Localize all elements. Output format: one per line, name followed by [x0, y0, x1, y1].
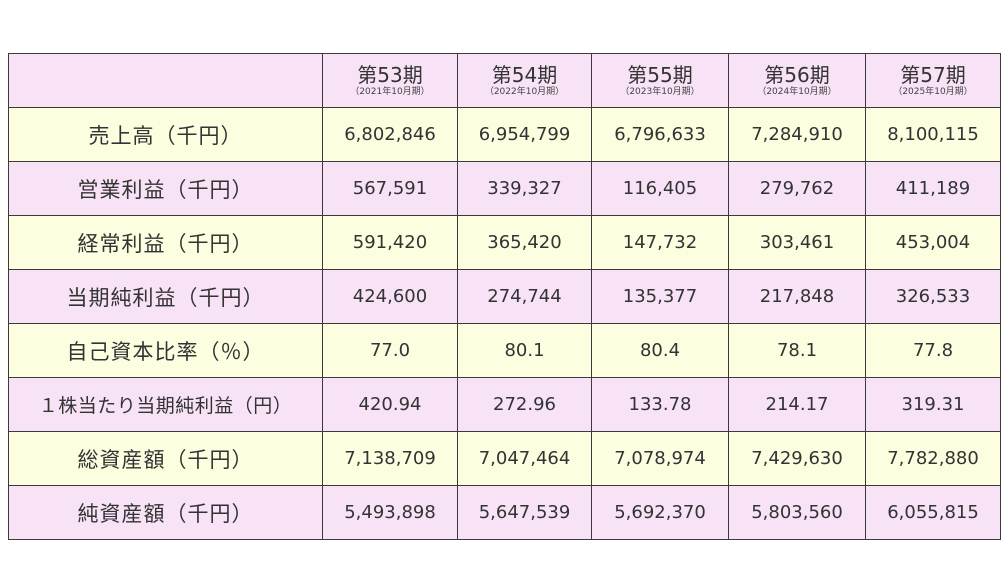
column-header: 第53期 （2021年10月期） — [322, 53, 458, 108]
table-cell: 80.4 — [591, 323, 729, 378]
table-cell: 135,377 — [591, 269, 729, 324]
column-header: 第56期 （2024年10月期） — [728, 53, 866, 108]
row-label: 経常利益（千円） — [8, 215, 323, 270]
table-cell: 7,782,880 — [865, 431, 1001, 486]
row-label: １株当たり当期純利益（円） — [8, 377, 323, 432]
table-cell: 567,591 — [322, 161, 458, 216]
column-header: 第57期 （2025年10月期） — [865, 53, 1001, 108]
table-cell: 147,732 — [591, 215, 729, 270]
table-cell: 420.94 — [322, 377, 458, 432]
period-date: （2023年10月期） — [620, 86, 700, 97]
table-cell: 5,803,560 — [728, 485, 866, 540]
table-cell: 5,647,539 — [457, 485, 592, 540]
table-cell: 217,848 — [728, 269, 866, 324]
period-label: 第54期 — [491, 62, 558, 87]
table-row-net-sales: 売上高（千円） 6,802,846 6,954,799 6,796,633 7,… — [8, 107, 1001, 162]
table-row-total-assets: 総資産額（千円） 7,138,709 7,047,464 7,078,974 7… — [8, 431, 1001, 486]
row-label: 売上高（千円） — [8, 107, 323, 162]
period-label: 第55期 — [627, 62, 693, 87]
table-cell: 591,420 — [322, 215, 458, 270]
table-row-ordinary-income: 経常利益（千円） 591,420 365,420 147,732 303,461… — [8, 215, 1001, 270]
table-cell: 7,138,709 — [322, 431, 458, 486]
table-cell: 6,802,846 — [322, 107, 458, 162]
table-cell: 6,055,815 — [865, 485, 1001, 540]
table-cell: 80.1 — [457, 323, 592, 378]
table-cell: 411,189 — [865, 161, 1001, 216]
row-label: 自己資本比率（％） — [8, 323, 323, 378]
period-label: 第53期 — [357, 62, 423, 87]
table-cell: 365,420 — [457, 215, 592, 270]
table-cell: 7,047,464 — [457, 431, 592, 486]
period-label: 第57期 — [900, 62, 966, 87]
table-row-eps: １株当たり当期純利益（円） 420.94 272.96 133.78 214.1… — [8, 377, 1001, 432]
table-row-net-income: 当期純利益（千円） 424,600 274,744 135,377 217,84… — [8, 269, 1001, 324]
table-cell: 272.96 — [457, 377, 592, 432]
table-cell: 77.0 — [322, 323, 458, 378]
table-row-net-assets: 純資産額（千円） 5,493,898 5,647,539 5,692,370 5… — [8, 485, 1001, 540]
table-cell: 133.78 — [591, 377, 729, 432]
table-cell: 274,744 — [457, 269, 592, 324]
table-cell: 5,692,370 — [591, 485, 729, 540]
table-cell: 339,327 — [457, 161, 592, 216]
table-cell: 6,954,799 — [457, 107, 592, 162]
period-date: （2024年10月期） — [757, 86, 837, 97]
table-row-equity-ratio: 自己資本比率（％） 77.0 80.1 80.4 78.1 77.8 — [8, 323, 1001, 378]
column-header: 第54期 （2022年10月期） — [457, 53, 592, 108]
table-cell: 7,429,630 — [728, 431, 866, 486]
table-cell: 424,600 — [322, 269, 458, 324]
table-cell: 116,405 — [591, 161, 729, 216]
header-corner-cell — [8, 53, 323, 108]
table-cell: 319.31 — [865, 377, 1001, 432]
table-cell: 7,078,974 — [591, 431, 729, 486]
period-label: 第56期 — [764, 62, 830, 87]
financial-table: 第53期 （2021年10月期） 第54期 （2022年10月期） 第55期 （… — [8, 53, 1001, 540]
row-label: 総資産額（千円） — [8, 431, 323, 486]
table-cell: 8,100,115 — [865, 107, 1001, 162]
table-cell: 279,762 — [728, 161, 866, 216]
row-label: 当期純利益（千円） — [8, 269, 323, 324]
table-cell: 326,533 — [865, 269, 1001, 324]
financial-summary: 第53期 （2021年10月期） 第54期 （2022年10月期） 第55期 （… — [8, 53, 1001, 540]
table-cell: 78.1 — [728, 323, 866, 378]
period-date: （2021年10月期） — [350, 86, 430, 97]
column-header: 第55期 （2023年10月期） — [591, 53, 729, 108]
table-cell: 5,493,898 — [322, 485, 458, 540]
period-date: （2025年10月期） — [893, 86, 973, 97]
row-label: 営業利益（千円） — [8, 161, 323, 216]
table-cell: 7,284,910 — [728, 107, 866, 162]
table-cell: 77.8 — [865, 323, 1001, 378]
row-label: 純資産額（千円） — [8, 485, 323, 540]
table-cell: 453,004 — [865, 215, 1001, 270]
table-cell: 303,461 — [728, 215, 866, 270]
table-row-operating-income: 営業利益（千円） 567,591 339,327 116,405 279,762… — [8, 161, 1001, 216]
header-row: 第53期 （2021年10月期） 第54期 （2022年10月期） 第55期 （… — [8, 53, 1001, 108]
table-cell: 6,796,633 — [591, 107, 729, 162]
table-cell: 214.17 — [728, 377, 866, 432]
period-date: （2022年10月期） — [484, 86, 565, 97]
